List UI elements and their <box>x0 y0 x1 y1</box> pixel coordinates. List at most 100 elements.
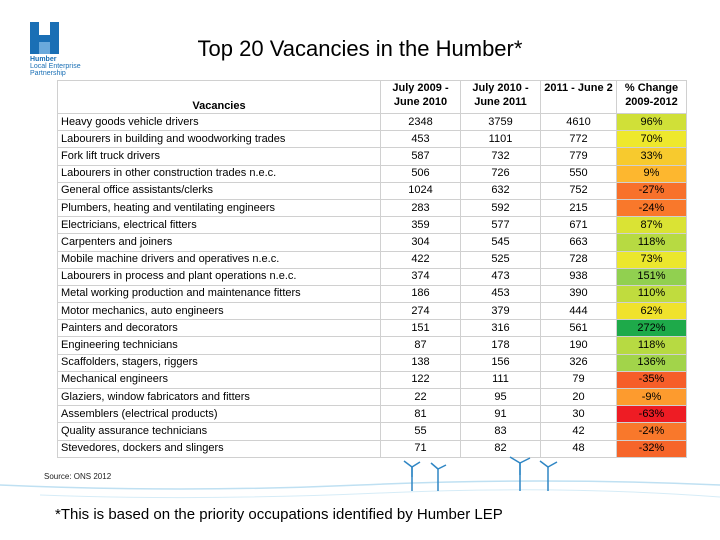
value-cell: 215 <box>540 198 617 218</box>
value-cell: 732 <box>460 147 541 166</box>
value-cell: 70% <box>616 130 687 149</box>
value-cell: 525 <box>460 250 541 269</box>
value-cell: 48 <box>540 439 617 458</box>
source: Source: ONS 2012 <box>44 472 112 481</box>
occupation: Carpenters and joiners <box>57 233 381 252</box>
occupation: Labourers in building and woodworking tr… <box>57 130 381 149</box>
value-cell: 190 <box>540 336 617 355</box>
table-row: Quality assurance technicians 55 83 42 -24% <box>57 422 687 441</box>
value-cell: 326 <box>540 353 617 372</box>
occupation: Heavy goods vehicle drivers <box>57 112 381 132</box>
column-header: July 2009 - June 2010 <box>380 80 461 114</box>
occupation: Glaziers, window fabricators and fitters <box>57 387 381 407</box>
occupation: Motor mechanics, auto engineers <box>57 302 381 321</box>
value-cell: 550 <box>540 164 617 183</box>
value-cell: -24% <box>616 198 687 218</box>
table-row: General office assistants/clerks 1024 632 7… <box>57 181 687 200</box>
value-cell: 453 <box>460 284 541 304</box>
occupation: Quality assurance technicians <box>57 422 381 441</box>
logo-text: Humber <box>30 56 57 63</box>
value-cell: 2348 <box>380 112 461 132</box>
value-cell: 110% <box>616 284 687 304</box>
table-row: Glaziers, window fabricators and fitters… <box>57 387 687 407</box>
value-cell: 1024 <box>380 181 461 200</box>
value-cell: -32% <box>616 439 687 458</box>
value-cell: 379 <box>460 302 541 321</box>
value-cell: -27% <box>616 181 687 200</box>
value-cell: 473 <box>460 267 541 286</box>
value-cell: 772 <box>540 130 617 149</box>
value-cell: 1101 <box>460 130 541 149</box>
value-cell: 444 <box>540 302 617 321</box>
occupation: Labourers in process and plant operation… <box>57 267 381 286</box>
value-cell: -9% <box>616 387 687 407</box>
table-row: Motor mechanics, auto engineers 274 379 444… <box>57 302 687 321</box>
value-cell: 136% <box>616 353 687 372</box>
value-cell: 561 <box>540 319 617 338</box>
value-cell: 453 <box>380 130 461 149</box>
table-row: Mechanical engineers 122 111 79 -35% <box>57 370 687 390</box>
table-row: Metal working production and maintenance… <box>57 284 687 304</box>
occupation: Labourers in other construction trades n… <box>57 164 381 183</box>
value-cell: 178 <box>460 336 541 355</box>
value-cell: 20 <box>540 387 617 407</box>
value-cell: 577 <box>460 216 541 235</box>
table-row: Plumbers, heating and ventilating engine… <box>57 198 687 218</box>
occupation: Plumbers, heating and ventilating engine… <box>57 198 381 218</box>
value-cell: -24% <box>616 422 687 441</box>
occupation: Mechanical engineers <box>57 370 381 390</box>
value-cell: 22 <box>380 387 461 407</box>
value-cell: 752 <box>540 181 617 200</box>
column-header: % Change 2009-2012 <box>616 80 687 114</box>
value-cell: 81 <box>380 405 461 424</box>
value-cell: 73% <box>616 250 687 269</box>
logo-text: Local Enterprise <box>30 63 81 70</box>
value-cell: 9% <box>616 164 687 183</box>
value-cell: 87% <box>616 216 687 235</box>
value-cell: 138 <box>380 353 461 372</box>
value-cell: 728 <box>540 250 617 269</box>
value-cell: 4610 <box>540 112 617 132</box>
vacancies-table: Vacancies July 2009 - June 2010 July 2010 … <box>57 80 687 458</box>
table-row: Assemblers (electrical products) 81 91 30 -6… <box>57 405 687 424</box>
value-cell: 62% <box>616 302 687 321</box>
value-cell: 33% <box>616 147 687 166</box>
value-cell: 304 <box>380 233 461 252</box>
value-cell: 663 <box>540 233 617 252</box>
value-cell: 283 <box>380 198 461 218</box>
occupation: Electricians, electrical fitters <box>57 216 381 235</box>
value-cell: 118% <box>616 233 687 252</box>
value-cell: 3759 <box>460 112 541 132</box>
value-cell: 82 <box>460 439 541 458</box>
column-header: July 2010 - June 2011 <box>460 80 541 114</box>
table-row: Labourers in process and plant operation… <box>57 267 687 286</box>
value-cell: 91 <box>460 405 541 424</box>
occupation: Fork lift truck drivers <box>57 147 381 166</box>
occupation: Engineering technicians <box>57 336 381 355</box>
value-cell: 545 <box>460 233 541 252</box>
value-cell: 186 <box>380 284 461 304</box>
table-row: Labourers in other construction trades n… <box>57 164 687 183</box>
value-cell: 30 <box>540 405 617 424</box>
value-cell: 359 <box>380 216 461 235</box>
occupation: Painters and decorators <box>57 319 381 338</box>
value-cell: 272% <box>616 319 687 338</box>
value-cell: 151% <box>616 267 687 286</box>
occupation: Mobile machine drivers and operatives n.… <box>57 250 381 269</box>
value-cell: 779 <box>540 147 617 166</box>
value-cell: 632 <box>460 181 541 200</box>
table-row: Mobile machine drivers and operatives n.… <box>57 250 687 269</box>
value-cell: -35% <box>616 370 687 390</box>
table-row: Engineering technicians 87 178 190 118% <box>57 336 687 355</box>
value-cell: 274 <box>380 302 461 321</box>
value-cell: 87 <box>380 336 461 355</box>
value-cell: 506 <box>380 164 461 183</box>
decoration <box>0 456 720 499</box>
value-cell: 122 <box>380 370 461 390</box>
table-row: Labourers in building and woodworking tr… <box>57 130 687 149</box>
logo-text: Partnership <box>30 70 66 77</box>
value-cell: -63% <box>616 405 687 424</box>
occupation: General office assistants/clerks <box>57 181 381 200</box>
header-row: Vacancies July 2009 - June 2010 July 2010 … <box>57 80 687 114</box>
